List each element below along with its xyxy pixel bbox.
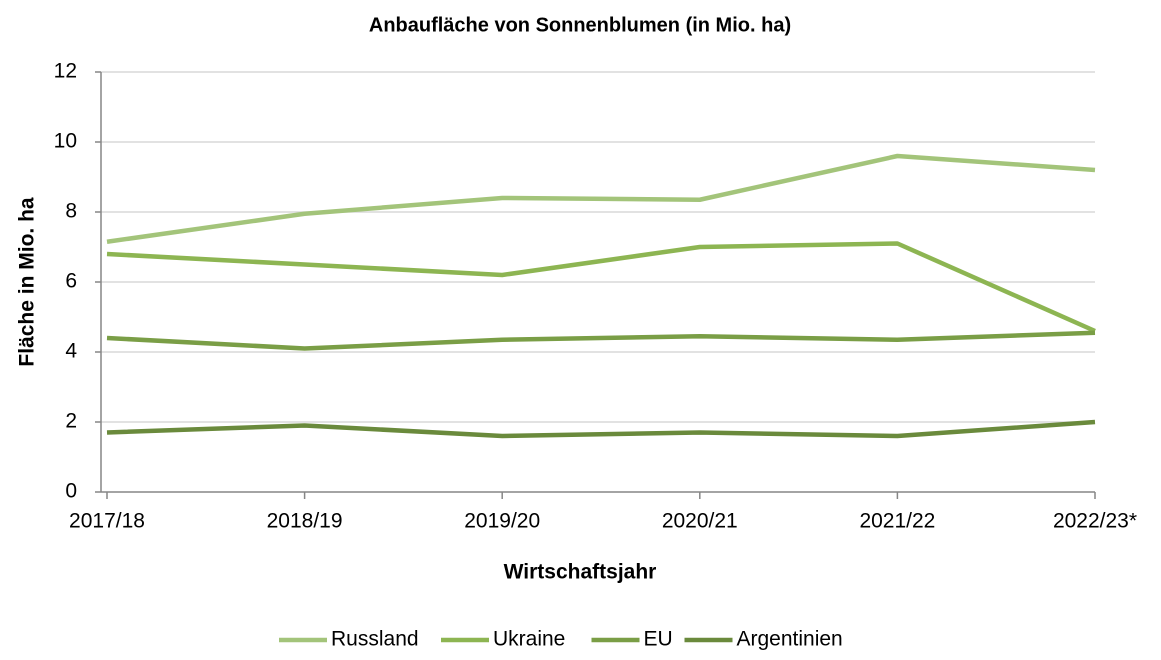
y-tick-label: 12 [54, 60, 77, 83]
series-line [106, 241, 1096, 334]
y-tick-label: 4 [65, 340, 77, 363]
series-line [106, 153, 1096, 244]
x-axis-label: Wirtschaftsjahr [504, 561, 657, 584]
y-tick-label: 6 [65, 270, 77, 293]
legend-label: Ukraine [493, 628, 565, 651]
legend-label: EU [644, 628, 673, 651]
y-tick-label: 10 [54, 130, 77, 153]
x-tick-label: 2020/21 [662, 510, 738, 533]
y-axis-label: Fläche in Mio. ha [16, 197, 39, 367]
x-tick-label: 2021/22 [859, 510, 935, 533]
series-line [106, 330, 1096, 351]
x-tick-label: 2022/23* [1053, 510, 1137, 533]
x-tick-label: 2017/18 [69, 510, 145, 533]
y-tick-label: 0 [65, 480, 77, 503]
chart-title: Anbaufläche von Sonnenblumen (in Mio. ha… [369, 14, 791, 36]
legend-label: Argentinien [737, 628, 843, 651]
series-line [106, 419, 1096, 439]
x-tick-label: 2018/19 [267, 510, 343, 533]
y-tick-label: 8 [65, 200, 77, 223]
legend-label: Russland [331, 628, 419, 651]
x-tick-label: 2019/20 [464, 510, 540, 533]
y-tick-label: 2 [65, 410, 77, 433]
